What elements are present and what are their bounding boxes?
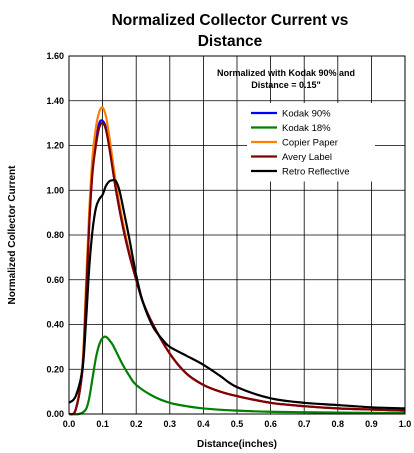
chart-title-line-1: Normalized Collector Current vs	[112, 12, 349, 29]
legend-entry: Avery Label	[282, 152, 332, 163]
legend-entry: Kodak 90%	[282, 109, 331, 120]
series-layer	[68, 106, 406, 416]
y-tick-label: 1.40	[46, 96, 64, 106]
legend-entry: Kodak 18%	[282, 123, 331, 134]
series-line-avery-label	[68, 121, 406, 416]
chart-title-line-2: Distance	[198, 33, 263, 50]
y-tick-label: 1.00	[46, 185, 64, 195]
y-tick-label: 1.60	[46, 51, 64, 61]
x-tick-label: 0.1	[96, 419, 109, 429]
x-tick-label: 0.2	[130, 419, 143, 429]
y-tick-label: 0.20	[46, 364, 64, 374]
legend-entry: Retro Reflective	[282, 167, 350, 178]
x-tick-label: 0.3	[164, 419, 177, 429]
annotation: Normalized with Kodak 90% and Distance =…	[217, 68, 355, 90]
x-tick-label: 0.4	[197, 419, 210, 429]
x-tick-label: 0.7	[298, 419, 311, 429]
y-tick-label: 0.80	[46, 230, 64, 240]
x-tick-label: 0.5	[231, 419, 244, 429]
x-axis-label: Distance(inches)	[197, 439, 277, 450]
x-tick-label: 1.0	[399, 419, 412, 429]
legend: Kodak 90% Kodak 18% Copier Paper Avery Labe…	[247, 103, 375, 182]
y-tick-label: 0.60	[46, 275, 64, 285]
annotation-line-2: Distance = 0.15"	[251, 80, 321, 90]
x-tick-label: 0.0	[63, 419, 76, 429]
x-tick-labels: 0.0 0.1 0.2 0.3 0.4 0.5 0.6 0.7 0.8 0.9 1.0	[63, 419, 412, 429]
series-line-retro-reflective	[68, 178, 406, 410]
y-tick-label: 1.20	[46, 141, 64, 151]
y-axis-label: Normalized Collector Current	[7, 165, 18, 305]
x-tick-label: 0.8	[332, 419, 345, 429]
series-line-kodak-18	[68, 335, 406, 416]
x-tick-label: 0.9	[365, 419, 378, 429]
y-tick-label: 0.00	[46, 409, 64, 419]
y-tick-labels: 0.00 0.20 0.40 0.60 0.80 1.00 1.20 1.40 1.60	[46, 51, 64, 419]
legend-entry: Copier Paper	[282, 138, 338, 149]
annotation-line-1: Normalized with Kodak 90% and	[217, 68, 355, 78]
y-tick-label: 0.40	[46, 320, 64, 330]
x-tick-label: 0.6	[264, 419, 277, 429]
plot-frame	[68, 55, 406, 415]
